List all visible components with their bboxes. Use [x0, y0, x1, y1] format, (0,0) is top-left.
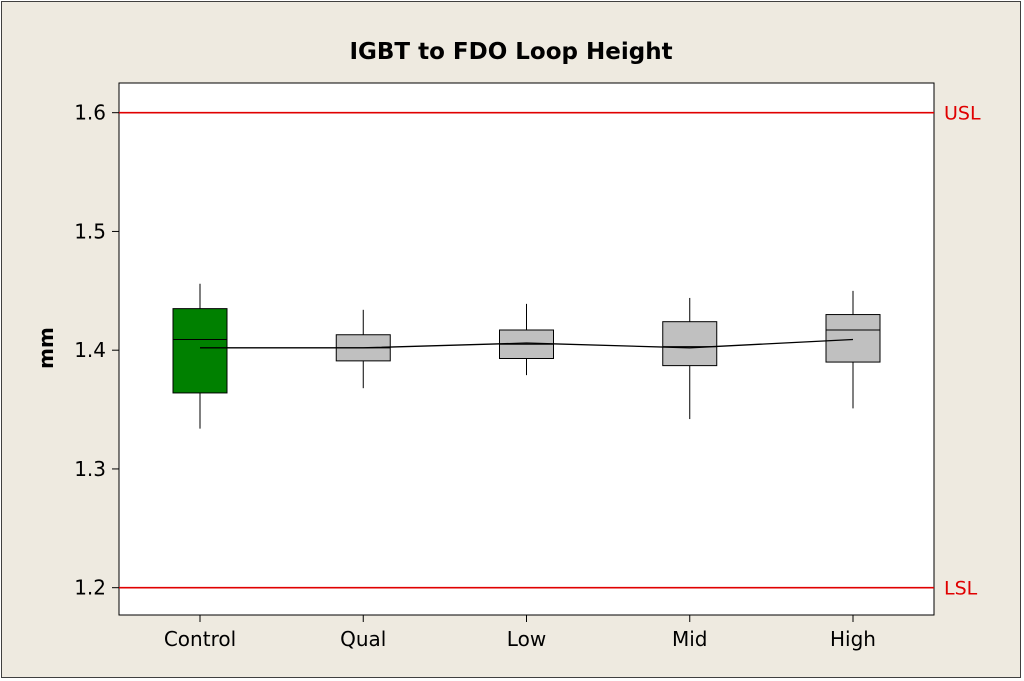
iqr-box	[172, 308, 228, 394]
axes: 1.2 1.3 1.4 1.5 1.6 Control Qual Low Mid High	[74, 101, 876, 651]
iqr-box	[825, 314, 881, 363]
x-tick-label: Mid	[672, 627, 708, 651]
box-mid	[662, 297, 718, 420]
boxes	[172, 283, 881, 429]
x-tick-label: Qual	[340, 627, 386, 651]
reference-label-usl: USL	[944, 103, 981, 125]
mean-connect-line	[200, 338, 854, 349]
mean-connect	[200, 338, 854, 349]
x-tick-label: Low	[507, 627, 546, 651]
x-tick-label: High	[830, 627, 876, 651]
box-control	[172, 283, 228, 429]
reference-lines: USL LSL	[119, 103, 981, 600]
iqr-box	[662, 321, 718, 367]
y-tick-label: 1.2	[74, 576, 106, 600]
y-tick-label: 1.3	[74, 457, 106, 481]
y-axis-label: mm	[34, 327, 58, 369]
y-tick-label: 1.4	[74, 338, 106, 362]
box-high	[825, 290, 881, 409]
y-tick-label: 1.6	[74, 101, 106, 125]
x-tick-label: Control	[164, 627, 236, 651]
reference-label-lsl: LSL	[944, 578, 978, 600]
box-low	[499, 303, 554, 376]
chart-title: IGBT to FDO Loop Height	[349, 39, 672, 65]
y-tick-label: 1.5	[74, 219, 106, 243]
